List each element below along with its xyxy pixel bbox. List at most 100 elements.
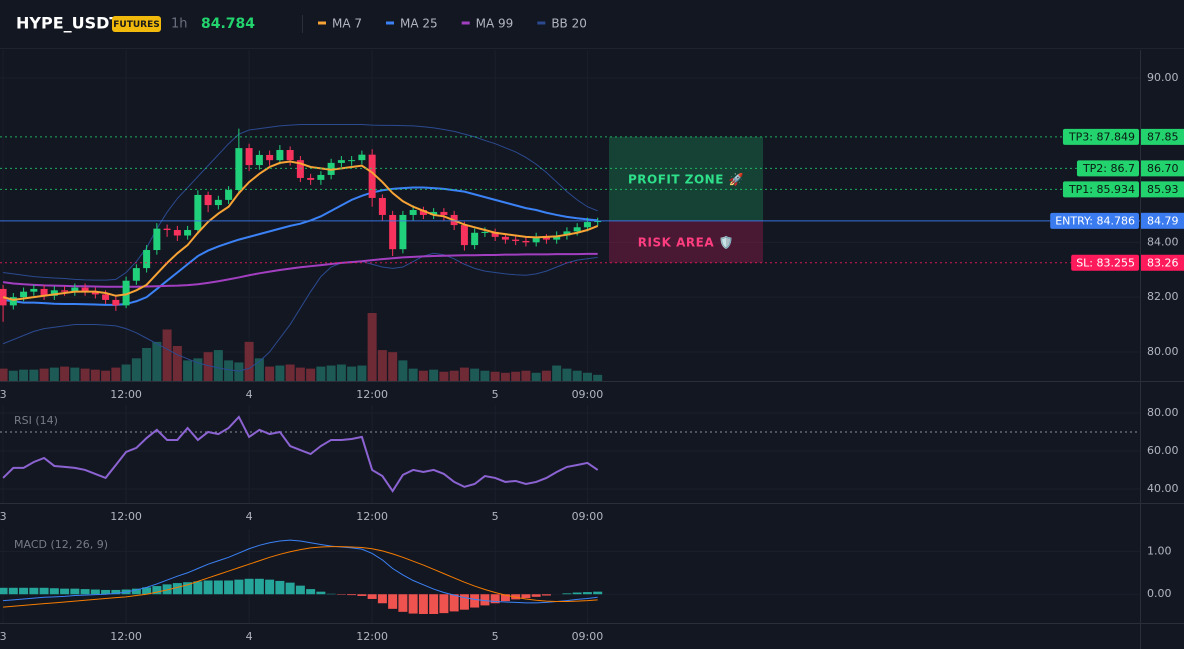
candle-body xyxy=(542,236,550,240)
histogram-bar xyxy=(285,582,295,595)
volume-bar xyxy=(572,370,582,381)
symbol[interactable]: HYPE_USDT xyxy=(16,14,120,33)
volume-bar xyxy=(449,370,459,381)
candle-body xyxy=(563,231,571,236)
histogram-bar xyxy=(316,591,326,595)
x-tick-label: 4 xyxy=(246,510,253,523)
axis-label-bg xyxy=(1141,160,1184,177)
histogram-bar xyxy=(521,594,531,599)
candle-body xyxy=(358,154,366,161)
x-tick-label: 4 xyxy=(246,630,253,643)
candle-body xyxy=(81,287,89,292)
legend-label: BB 20 xyxy=(551,17,587,31)
volume-bar xyxy=(408,368,418,381)
histogram-bar xyxy=(408,594,418,614)
candle-body xyxy=(296,160,304,178)
candle-body xyxy=(225,190,233,200)
candle-body xyxy=(307,177,315,180)
candle-body xyxy=(40,288,48,296)
volume-bar xyxy=(531,372,541,381)
volume-bar xyxy=(183,360,193,381)
volume-bar xyxy=(0,368,8,381)
axis-label: 83.26 xyxy=(1147,256,1179,269)
volume-bar xyxy=(480,370,490,381)
moving-average xyxy=(2,252,598,288)
histogram-bar xyxy=(541,594,551,596)
x-tick-label: 3 xyxy=(0,630,7,643)
candle-body xyxy=(266,154,274,161)
candle-body xyxy=(399,214,407,250)
histogram-bar xyxy=(377,594,387,604)
histogram-bar xyxy=(193,581,203,595)
volume-bar xyxy=(90,369,100,381)
histogram-bar xyxy=(582,592,592,595)
x-tick-label: 12:00 xyxy=(110,510,142,523)
histogram-bar xyxy=(459,594,469,610)
x-tick-label: 5 xyxy=(492,630,499,643)
y-tick-label: 80.00 xyxy=(1147,406,1179,419)
histogram-bar xyxy=(162,584,172,595)
volume-bar xyxy=(275,365,285,381)
histogram-bar xyxy=(131,588,141,595)
histogram-bar xyxy=(183,582,193,595)
badge: FUTURES xyxy=(113,20,159,30)
histogram-bar xyxy=(39,587,49,595)
volume-bar xyxy=(541,370,551,381)
histogram-bar xyxy=(244,578,254,595)
level-label: TP2: 86.7 xyxy=(1082,162,1135,175)
axis-label: 86.70 xyxy=(1147,162,1179,175)
candle-body xyxy=(9,297,17,306)
histogram-bar xyxy=(60,588,70,595)
candle-body xyxy=(194,194,202,231)
x-tick-label: 5 xyxy=(492,510,499,523)
level-label-bg xyxy=(1071,254,1139,271)
x-tick-label: 09:00 xyxy=(572,510,604,523)
volume-bar xyxy=(131,358,141,381)
zone-label: PROFIT ZONE 🚀 xyxy=(628,172,744,186)
axis-label: 84.79 xyxy=(1147,214,1179,227)
badge-bg xyxy=(112,16,161,32)
x-tick-label: 09:00 xyxy=(572,388,604,401)
candle-body xyxy=(143,250,151,269)
level-label: TP3: 87.849 xyxy=(1068,130,1135,143)
macd-line xyxy=(3,539,598,604)
histogram-bar xyxy=(275,580,285,595)
histogram-bar xyxy=(490,594,500,604)
volume-bar xyxy=(295,367,305,381)
volume-bar xyxy=(347,366,357,381)
histogram-bar xyxy=(429,594,439,614)
panel-title: RSI (14) xyxy=(14,414,58,427)
y-tick-label: 84.00 xyxy=(1147,235,1179,248)
candle-body xyxy=(440,211,448,215)
histogram-bar xyxy=(357,594,367,596)
candle-body xyxy=(112,299,120,306)
candle-body xyxy=(368,154,376,198)
volume-bar xyxy=(306,368,316,381)
legend-label: MA 99 xyxy=(476,17,514,31)
volume-bar xyxy=(121,364,131,381)
histogram-bar xyxy=(80,589,90,595)
histogram-bar xyxy=(388,594,398,609)
volume-bar xyxy=(388,352,398,381)
volume-bar xyxy=(70,367,80,381)
candle-body xyxy=(348,160,356,162)
histogram-bar xyxy=(29,587,39,595)
histogram-bar xyxy=(213,580,223,595)
x-tick-label: 3 xyxy=(0,510,7,523)
interval[interactable]: 1h xyxy=(171,17,188,32)
histogram-bar xyxy=(295,585,305,595)
candle-body xyxy=(389,214,397,250)
level-label-group: SL: 83.255 xyxy=(1071,254,1139,271)
volume-bar xyxy=(521,370,531,381)
x-tick-label: 12:00 xyxy=(356,630,388,643)
candle-body xyxy=(512,239,520,241)
volume-bar xyxy=(500,372,510,381)
x-tick-label: 12:00 xyxy=(110,630,142,643)
histogram-bar xyxy=(470,594,480,608)
level-label-bg xyxy=(1050,212,1139,229)
candle-body xyxy=(573,227,581,232)
volume-bar xyxy=(326,365,336,381)
bollinger-lower xyxy=(2,252,598,372)
